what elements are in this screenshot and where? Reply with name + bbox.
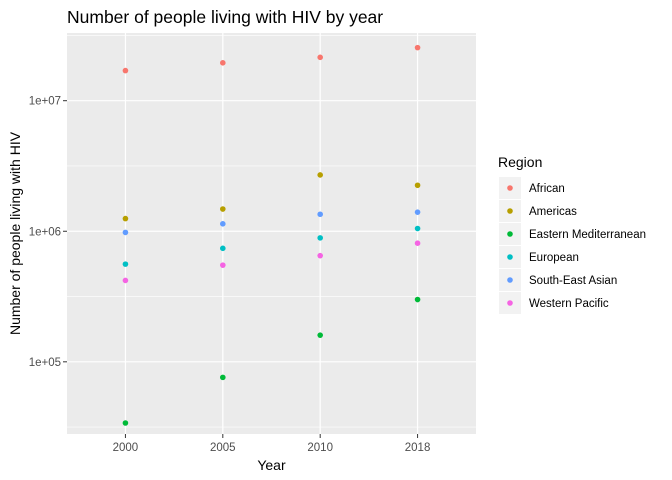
point-south-east-asian-2000	[122, 229, 129, 236]
point-eastern-mediterranean-2000	[122, 420, 129, 426]
legend-marker-african	[507, 185, 513, 191]
x-tick-label: 2000	[113, 442, 139, 454]
point-western-pacific-2010	[317, 252, 323, 259]
y-axis-ticks: 1e+05 1e+06 1e+07	[29, 96, 67, 369]
point-african-2010	[317, 54, 323, 61]
point-african-2005	[220, 60, 226, 66]
plot-panel	[67, 33, 476, 434]
point-western-pacific-2018	[414, 240, 421, 247]
point-european-2000	[122, 261, 129, 267]
data-points	[122, 44, 421, 426]
chart-title: Number of people living with HIV by year	[67, 7, 383, 27]
grid-lines	[67, 33, 476, 434]
legend-marker-eastern-mediterranean	[507, 231, 513, 237]
point-south-east-asian-2005	[220, 221, 226, 227]
x-axis-ticks: 2000 2005 2010 2018	[113, 434, 431, 454]
legend-label-african: African	[529, 183, 565, 195]
point-african-2000	[122, 67, 129, 74]
legend-label-eastern-mediterranean: Eastern Mediterranean	[529, 229, 646, 241]
y-tick-label: 1e+06	[29, 226, 61, 238]
point-european-2018	[414, 225, 421, 232]
legend-title: Region	[498, 154, 542, 170]
point-eastern-mediterranean-2010	[317, 332, 323, 338]
point-americas-2018	[414, 182, 421, 189]
y-axis-title: Number of people living with HIV	[7, 131, 23, 335]
point-south-east-asian-2018	[414, 209, 421, 215]
legend-marker-western-pacific	[507, 300, 513, 306]
point-south-east-asian-2010	[317, 211, 323, 218]
point-eastern-mediterranean-2005	[220, 374, 226, 381]
x-tick-label: 2018	[405, 442, 431, 454]
legend: Region African Americas Eastern Mediterran…	[498, 154, 646, 314]
legend-items: African Americas Eastern Mediterranean Euro…	[499, 177, 646, 314]
legend-label-european: European	[529, 252, 579, 264]
legend-marker-americas	[507, 208, 513, 214]
point-americas-2005	[220, 206, 226, 212]
point-european-2005	[220, 245, 226, 252]
point-americas-2000	[122, 215, 129, 222]
y-tick-label: 1e+07	[29, 96, 61, 108]
legend-marker-european	[507, 254, 513, 260]
x-tick-label: 2010	[307, 442, 333, 454]
legend-label-south-east-asian: South-East Asian	[529, 275, 617, 287]
point-african-2018	[414, 44, 421, 51]
point-eastern-mediterranean-2018	[414, 296, 421, 303]
x-axis-title: Year	[257, 457, 286, 473]
legend-marker-south-east-asian	[507, 277, 513, 283]
point-western-pacific-2005	[220, 262, 226, 268]
legend-label-western-pacific: Western Pacific	[529, 298, 609, 310]
point-western-pacific-2000	[122, 277, 129, 284]
legend-label-americas: Americas	[529, 206, 577, 218]
x-tick-label: 2005	[210, 442, 236, 454]
point-americas-2010	[317, 172, 323, 178]
y-tick-label: 1e+05	[29, 357, 61, 369]
point-european-2010	[317, 235, 323, 241]
